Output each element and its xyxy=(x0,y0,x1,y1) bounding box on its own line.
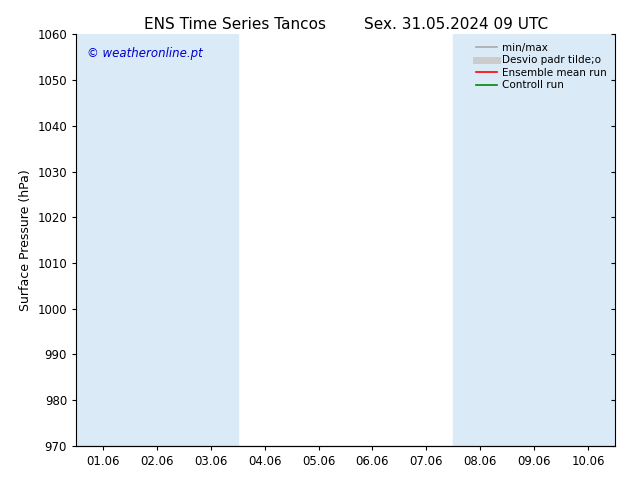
Bar xyxy=(453,34,615,446)
Y-axis label: Surface Pressure (hPa): Surface Pressure (hPa) xyxy=(19,169,32,311)
Text: ENS Time Series Tancos: ENS Time Series Tancos xyxy=(143,17,326,32)
Text: Sex. 31.05.2024 09 UTC: Sex. 31.05.2024 09 UTC xyxy=(365,17,548,32)
Bar xyxy=(76,34,238,446)
Text: © weatheronline.pt: © weatheronline.pt xyxy=(87,47,203,60)
Legend: min/max, Desvio padr tilde;o, Ensemble mean run, Controll run: min/max, Desvio padr tilde;o, Ensemble m… xyxy=(473,40,610,94)
